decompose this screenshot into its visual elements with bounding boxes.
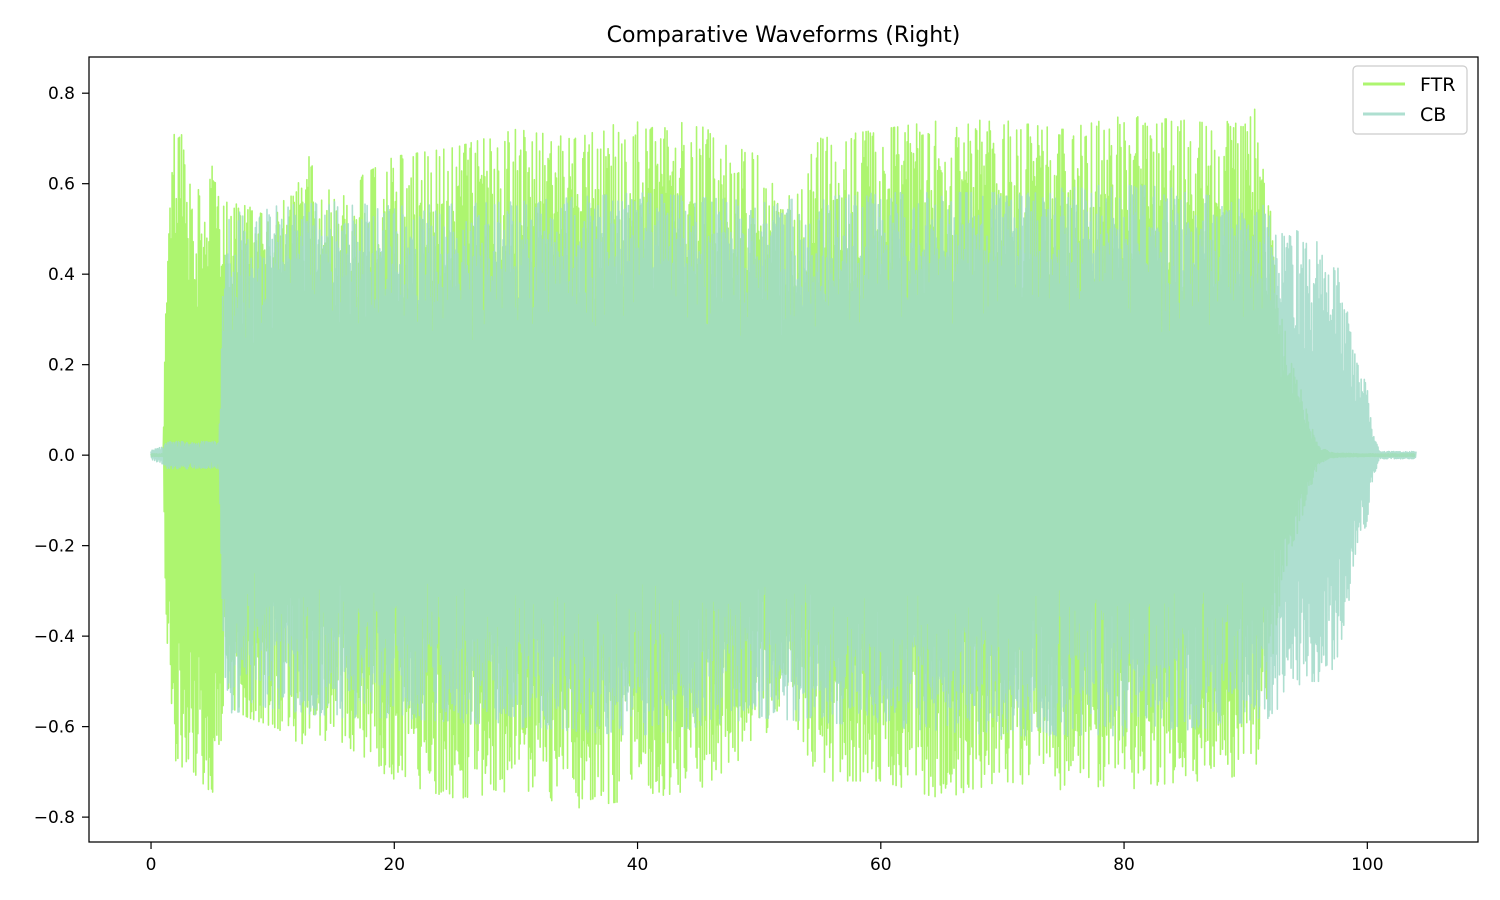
y-tick-label: −0.6 (34, 718, 75, 738)
legend-label-ftr: FTR (1420, 74, 1455, 96)
y-tick-label: −0.4 (34, 627, 75, 647)
y-tick-label: 0.8 (48, 84, 75, 104)
legend: FTR CB (1352, 65, 1468, 135)
y-tick-label: 0.0 (48, 446, 75, 466)
x-axis: 0 20 40 60 80 100 (146, 842, 1384, 875)
plot-frame (88, 56, 1479, 843)
x-tick-label: 100 (1351, 855, 1383, 875)
series-line-cb (150, 184, 1417, 737)
x-tick-label: 0 (146, 855, 157, 875)
series-layer (150, 108, 1417, 809)
x-tick-label: 20 (383, 855, 405, 875)
chart-title: Comparative Waveforms (Right) (607, 23, 961, 48)
y-axis: −0.8 −0.6 −0.4 −0.2 0.0 0.2 0.4 0.6 0.8 (34, 84, 89, 828)
y-tick-label: −0.8 (34, 808, 75, 828)
y-tick-label: 0.4 (48, 265, 75, 285)
legend-label-cb: CB (1420, 104, 1446, 126)
y-tick-label: 0.6 (48, 175, 75, 195)
x-tick-label: 60 (870, 855, 892, 875)
y-tick-label: −0.2 (34, 537, 75, 557)
x-tick-label: 40 (627, 855, 649, 875)
x-tick-label: 80 (1113, 855, 1135, 875)
y-tick-label: 0.2 (48, 356, 75, 376)
